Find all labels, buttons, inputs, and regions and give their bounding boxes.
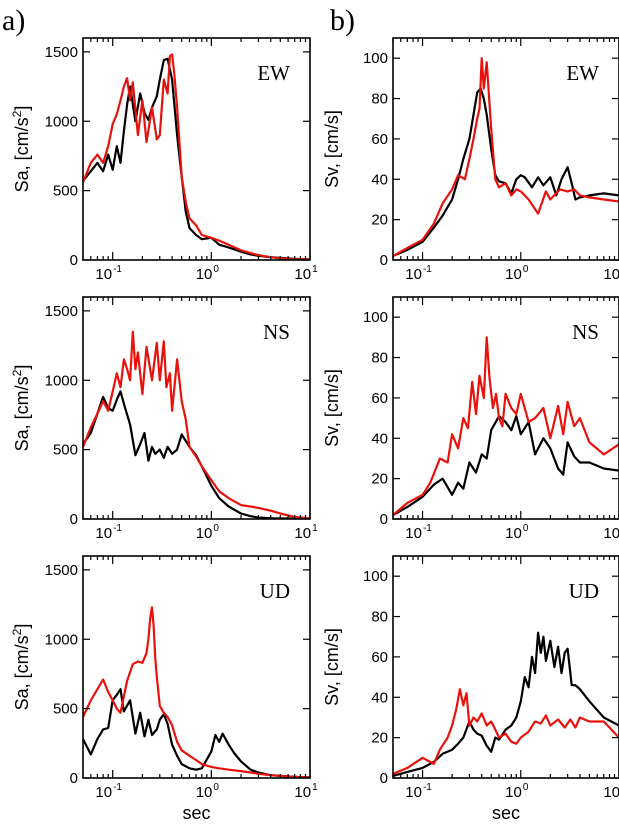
series-line-red <box>83 606 310 778</box>
component-label: EW <box>257 61 290 85</box>
y-tick-label: 80 <box>371 91 388 108</box>
y-axis-label: Sv, [cm/s] <box>322 110 342 188</box>
y-tick-label: 20 <box>371 212 388 229</box>
x-tick-label: 100 <box>505 264 529 283</box>
y-tick-label: 80 <box>371 350 388 367</box>
x-tick-label: 10-1 <box>405 523 432 542</box>
y-tick-label: 1000 <box>45 113 78 130</box>
y-tick-label: 0 <box>380 511 388 528</box>
component-label: NS <box>572 320 599 344</box>
panel-b-ew: 0 20 40 60 80 100 10-1 100 101 Sv, [cm/s] EW <box>322 37 619 283</box>
y-axis-label: Sv, [cm/s] <box>322 628 342 706</box>
y-tick-label: 40 <box>371 171 388 188</box>
y-tick-label: 1500 <box>45 562 78 579</box>
y-tick-label: 60 <box>371 649 388 666</box>
component-label: UD <box>569 579 599 603</box>
y-tick-label: 0 <box>380 252 388 269</box>
x-tick-label: 101 <box>294 523 318 542</box>
y-tick-label: 100 <box>363 50 388 67</box>
panel-label-a: a) <box>2 4 25 37</box>
x-tick-label: 101 <box>294 264 318 283</box>
panel-a-ew: 0 500 1000 1500 10-1 100 101 Sa, [cm/s2] EW <box>10 37 318 283</box>
panel-b-ns: 0 20 40 60 80 100 10-1 100 101 Sv, [cm/s] NS <box>322 296 619 542</box>
x-tick-label: 101 <box>603 264 619 283</box>
y-tick-label: 1000 <box>45 631 78 648</box>
y-tick-label: 1500 <box>45 44 78 61</box>
y-tick-label: 100 <box>363 568 388 585</box>
panel-a-ns: 0 500 1000 1500 10-1 100 101 Sa, [cm/s2] NS <box>10 296 318 542</box>
y-axis-label: Sa, [cm/s2] <box>10 106 32 193</box>
y-tick-label: 20 <box>371 730 388 747</box>
panel-a-ud: 0 500 1000 1500 10-1 100 101 Sa, [cm/s2] UD sec <box>10 555 318 823</box>
y-tick-label: 500 <box>53 442 78 459</box>
series-line-black <box>393 631 619 778</box>
y-tick-label: 80 <box>371 609 388 626</box>
x-tick-label: 10-1 <box>405 264 432 283</box>
series-line-black <box>83 390 310 519</box>
series-line-red <box>393 57 619 257</box>
series-line-black <box>393 87 619 258</box>
y-axis-label: Sa, [cm/s2] <box>10 624 32 711</box>
y-tick-label: 1000 <box>45 372 78 389</box>
y-tick-label: 500 <box>53 183 78 200</box>
x-tick-label: 10-1 <box>95 264 122 283</box>
x-tick-label: 10-1 <box>95 523 122 542</box>
x-tick-label: 100 <box>196 782 220 801</box>
series-line-black <box>83 688 310 778</box>
x-tick-label: 10-1 <box>405 782 432 801</box>
x-tick-label: 100 <box>505 523 529 542</box>
y-tick-label: 20 <box>371 471 388 488</box>
component-label: UD <box>260 579 290 603</box>
series-line-red <box>83 330 310 519</box>
y-axis-label: Sv, [cm/s] <box>322 369 342 447</box>
y-tick-label: 40 <box>371 689 388 706</box>
series-line-red <box>393 688 619 776</box>
y-axis-label: Sa, [cm/s2] <box>10 365 32 452</box>
y-tick-label: 0 <box>70 770 78 787</box>
y-tick-label: 60 <box>371 131 388 148</box>
x-tick-label: 100 <box>196 264 220 283</box>
y-tick-label: 60 <box>371 390 388 407</box>
panel-label-b: b) <box>330 4 355 37</box>
series-line-red <box>393 336 619 516</box>
x-tick-label: 10-1 <box>95 782 122 801</box>
y-tick-label: 0 <box>70 511 78 528</box>
x-tick-label: 101 <box>294 782 318 801</box>
x-tick-label: 100 <box>196 523 220 542</box>
panel-b-ud: 0 20 40 60 80 100 10-1 100 101 Sv, [cm/s] UD sec <box>322 555 619 823</box>
y-tick-label: 500 <box>53 701 78 718</box>
component-label: NS <box>263 320 290 344</box>
y-tick-label: 40 <box>371 430 388 447</box>
component-label: EW <box>566 61 599 85</box>
x-axis-label: sec <box>492 803 520 823</box>
x-tick-label: 100 <box>505 782 529 801</box>
x-axis-label: sec <box>182 803 210 823</box>
y-tick-label: 0 <box>380 770 388 787</box>
series-line-black <box>83 57 310 260</box>
x-tick-label: 101 <box>603 523 619 542</box>
y-tick-label: 1500 <box>45 303 78 320</box>
y-tick-label: 100 <box>363 309 388 326</box>
y-tick-label: 0 <box>70 252 78 269</box>
series-line-red <box>83 53 310 260</box>
series-line-black <box>393 415 619 516</box>
x-tick-label: 101 <box>603 782 619 801</box>
